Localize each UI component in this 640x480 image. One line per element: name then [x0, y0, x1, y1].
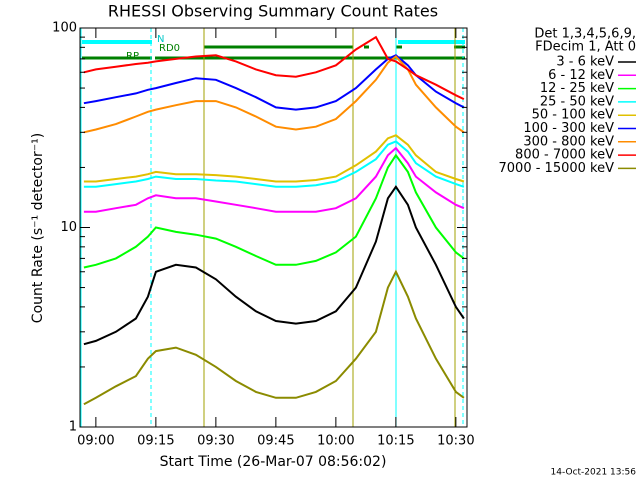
timestamp: 14-Oct-2021 13:56 [551, 468, 637, 478]
y-tick-label: 1 [69, 420, 77, 435]
series-line [83, 54, 465, 111]
y-tick-label: 10 [60, 220, 77, 235]
legend-label: 50 - 100 keV [532, 108, 615, 123]
x-tick-label: 09:00 [77, 434, 114, 449]
y-tick-label: 100 [52, 21, 77, 36]
chart-title: RHESSI Observing Summary Count Rates [108, 2, 438, 21]
series-line [83, 55, 465, 134]
series-line [83, 140, 465, 188]
series-line [83, 153, 465, 269]
x-tick-label: 09:45 [257, 434, 294, 449]
legend-label: 12 - 25 keV [540, 81, 614, 96]
series-line [83, 134, 465, 183]
x-tick-label: 09:30 [197, 434, 234, 449]
legend-label: 3 - 6 keV [556, 55, 614, 70]
series-line [83, 146, 465, 213]
legend-label: 100 - 300 keV [523, 121, 614, 136]
legend-label: 7000 - 15000 keV [499, 161, 615, 176]
x-axis-label: Start Time (26-Mar-07 08:56:02) [160, 454, 387, 470]
series-line [83, 35, 465, 101]
legend-label: 800 - 7000 keV [515, 148, 614, 163]
flag-label: RD0 [159, 43, 180, 54]
series-line [83, 269, 465, 406]
x-tick-label: 09:15 [137, 434, 174, 449]
legend-header: Det 1,3,4,5,6,9, [534, 27, 636, 42]
flag-bars [82, 40, 465, 60]
x-tick-label: 10:15 [377, 434, 414, 449]
x-tick-label: 10:30 [437, 434, 474, 449]
x-tick-label: 10:00 [317, 434, 354, 449]
flag-label: N [157, 34, 164, 45]
legend-label: 6 - 12 keV [548, 68, 614, 83]
series-line [83, 185, 465, 346]
legend-label: 300 - 800 keV [523, 134, 614, 149]
legend-header: FDecim 1, Att 0 [535, 40, 636, 55]
legend-label: 25 - 50 keV [540, 94, 614, 109]
flag-label: RP [126, 51, 139, 62]
y-axis-label: Count Rate (s⁻¹ detector⁻¹) [30, 133, 46, 323]
